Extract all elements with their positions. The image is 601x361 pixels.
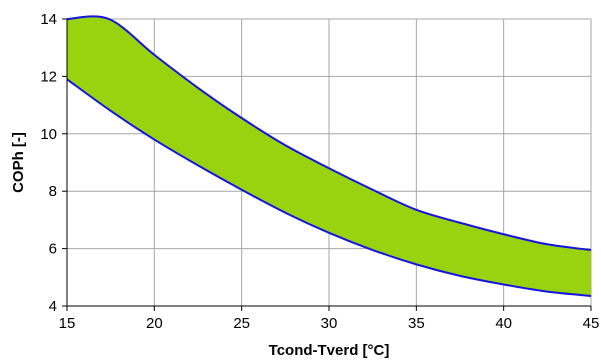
x-axis-title: Tcond-Tverd [°C]	[269, 342, 390, 359]
y-axis-title: COPh [-]	[10, 132, 27, 193]
x-tick-label: 45	[583, 315, 600, 332]
x-tick-label: 15	[59, 315, 76, 332]
x-tick-label: 25	[233, 315, 250, 332]
lower-bound-line	[66, 78, 592, 297]
y-tick-label: 12	[40, 68, 57, 85]
y-tick-label: 14	[40, 11, 57, 28]
y-tick-label: 6	[49, 241, 57, 258]
y-tick-label: 4	[49, 298, 57, 315]
y-tick-labels: 4 6 8 10 12 14	[40, 11, 57, 315]
y-tick-label: 8	[49, 183, 57, 200]
upper-bound-line	[66, 15, 592, 252]
x-tick-label: 30	[321, 315, 338, 332]
cop-range-band	[67, 16, 591, 296]
x-tick-label: 40	[495, 315, 512, 332]
axes	[62, 18, 592, 311]
x-tick-labels: 15 20 25 30 35 40 45	[59, 315, 600, 332]
y-tick-label: 10	[40, 126, 57, 143]
x-tick-label: 35	[408, 315, 425, 332]
x-tick-label: 20	[146, 315, 163, 332]
